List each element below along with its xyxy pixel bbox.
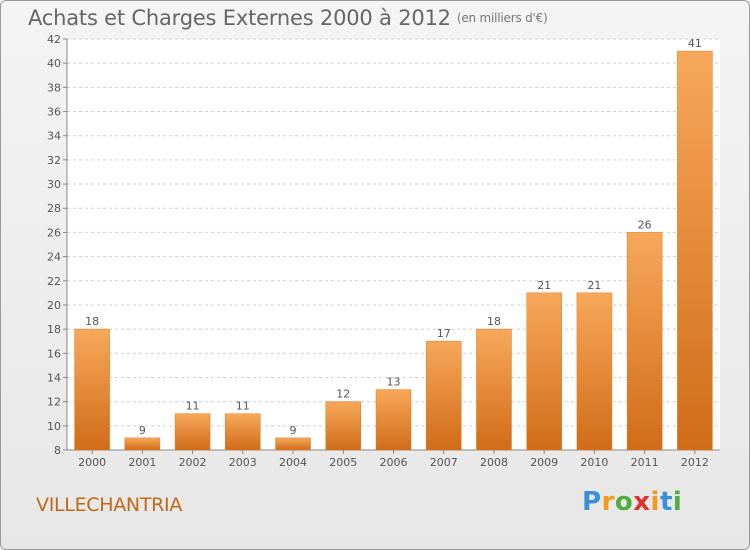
data-label: 12 [336,388,350,401]
data-label: 18 [85,315,99,328]
bar [375,389,412,451]
y-tick-label: 24 [47,251,61,264]
y-tick-label: 32 [47,154,61,167]
y-tick-label: 38 [47,81,61,94]
logo-letter: r [601,487,615,517]
y-tick-label: 26 [47,226,61,239]
bar [626,232,663,451]
x-tick-label: 2010 [580,456,608,469]
y-tick-label: 28 [47,202,61,215]
commune-name: VILLECHANTRIA [36,494,183,516]
data-label: 11 [186,400,200,413]
logo-letter: P [582,487,602,517]
bar [74,328,110,451]
bar [225,413,261,451]
units-label: (en milliers d'€) [456,11,548,25]
data-label: 26 [638,218,652,231]
x-tick-label: 2012 [681,456,709,469]
logo-letter: t [659,487,673,517]
y-tick-label: 42 [47,33,61,46]
data-label: 21 [587,279,601,292]
bar [677,50,713,451]
y-tick-label: 12 [47,396,61,409]
data-label: 13 [387,376,401,389]
data-label: 11 [236,400,250,413]
bar [576,292,613,451]
logo-letter: o [614,487,634,517]
bar [476,328,512,451]
x-tick-label: 2001 [128,456,156,469]
y-tick-label: 30 [47,178,61,191]
bar [526,292,562,451]
chart-title: Achats et Charges Externes 2000 à 2012 (e… [28,6,548,30]
bar [124,437,161,451]
bar [325,401,362,451]
y-tick-label: 10 [47,420,61,433]
data-label: 9 [290,424,297,437]
bar [174,413,211,451]
x-tick-label: 2008 [480,456,508,469]
data-label: 21 [537,279,551,292]
x-tick-label: 2004 [279,456,307,469]
proxiti-logo: Proxiti [582,487,682,517]
y-tick-label: 18 [47,323,61,336]
x-tick-label: 2009 [530,456,558,469]
x-tick-label: 2006 [380,456,408,469]
x-tick-label: 2007 [430,456,458,469]
x-tick-label: 2000 [78,456,106,469]
y-tick-label: 34 [47,130,61,143]
y-tick-label: 8 [54,444,61,457]
y-tick-label: 22 [47,275,61,288]
data-label: 18 [487,315,501,328]
x-tick-label: 2002 [179,456,207,469]
y-tick-label: 20 [47,299,61,312]
logo-letter: i [650,487,660,517]
data-label: 9 [139,424,146,437]
data-label: 17 [437,327,451,340]
x-tick-label: 2005 [329,456,357,469]
x-tick-label: 2011 [631,456,659,469]
y-tick-label: 36 [47,106,61,119]
bar [275,437,311,451]
y-tick-label: 16 [47,347,61,360]
bar [425,340,462,451]
logo-letter: x [633,487,651,517]
x-tick-label: 2003 [229,456,257,469]
y-tick-label: 14 [47,371,61,384]
data-label: 41 [688,37,702,50]
y-tick-label: 40 [47,57,61,70]
title-text: Achats et Charges Externes 2000 à 2012 [28,6,451,30]
logo-letter: i [672,487,683,517]
